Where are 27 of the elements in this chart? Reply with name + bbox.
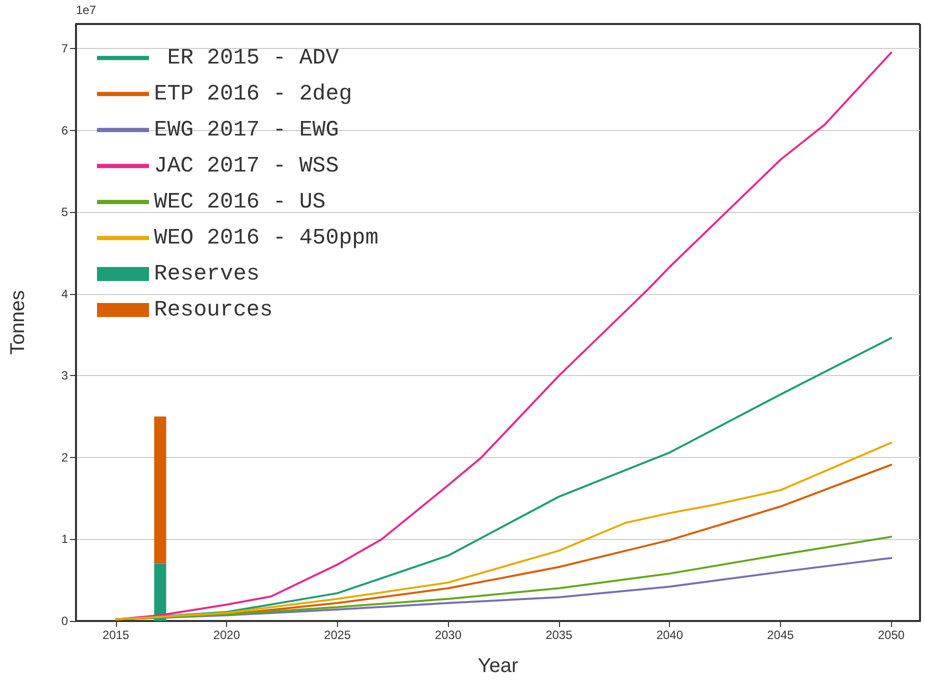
legend-label: Resources <box>154 298 273 322</box>
y-tick-label: 7 <box>61 42 68 56</box>
text: 1e7 <box>76 3 96 17</box>
y-axis-title: Tonnes <box>7 290 29 355</box>
x-tick-label: 2020 <box>213 628 240 642</box>
legend-label: WEO 2016 - 450ppm <box>154 226 378 250</box>
x-tick-label: 2030 <box>434 628 462 642</box>
x-tick-label: 2040 <box>656 628 684 642</box>
legend-label: Reserves <box>154 262 260 286</box>
legend-label: EWG 2017 - EWG <box>154 118 339 142</box>
y-tick-label: 5 <box>61 205 68 220</box>
x-tick-label: 2050 <box>878 628 905 642</box>
y-tick-label: 3 <box>61 368 68 383</box>
x-axis-title: Year <box>478 655 519 677</box>
x-tick-label: 2035 <box>546 628 573 642</box>
y-tick-label: 6 <box>61 123 68 138</box>
legend-label: ER 2015 - ADV <box>154 46 340 70</box>
legend-label: WEC 2016 - US <box>154 190 326 214</box>
y-tick-label: 1 <box>61 532 68 546</box>
x-tick-label: 2015 <box>102 628 130 642</box>
legend-label: ETP 2016 - 2deg <box>154 82 352 106</box>
y-tick-label: 2 <box>61 450 68 464</box>
y-tick-label: 0 <box>61 614 68 628</box>
x-tick-label: 2045 <box>767 628 794 642</box>
y-tick-label: 4 <box>61 286 68 301</box>
x-tick-label: 2025 <box>324 628 352 642</box>
legend-label: JAC 2017 - WSS <box>154 154 339 178</box>
